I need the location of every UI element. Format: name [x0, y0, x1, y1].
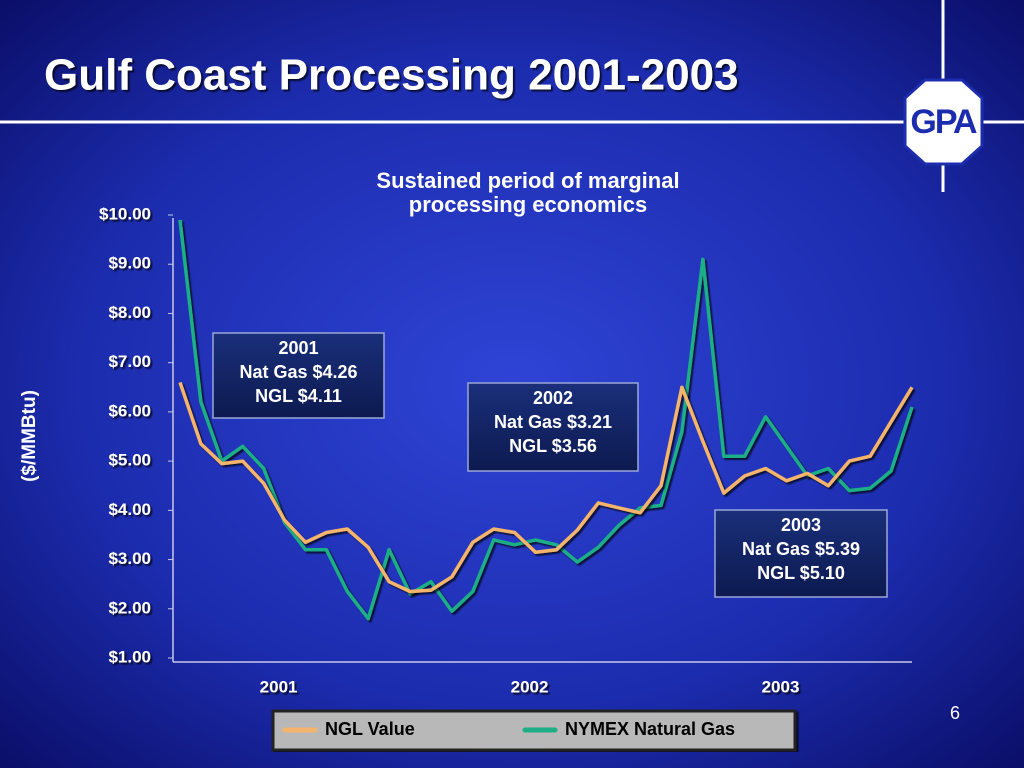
series-line [178, 381, 914, 594]
annotation-text: NGL $3.56 [509, 436, 597, 456]
page-number: 6 [950, 703, 960, 723]
annotation-box [212, 332, 385, 419]
y-tick-label: $9.00 [108, 254, 151, 273]
annotation-text: 2001 [278, 338, 318, 358]
y-tick-label: $7.00 [108, 352, 151, 371]
legend-label: NGL Value [325, 719, 415, 739]
x-tick-label: 2003 [762, 677, 800, 696]
slide-title: Gulf Coast Processing 2001-2003 [44, 51, 739, 100]
annotation-text: Nat Gas $5.39 [742, 539, 860, 559]
y-tick-label: $6.00 [108, 401, 151, 420]
y-tick-label: $3.00 [108, 549, 151, 568]
y-tick-label: $5.00 [108, 451, 151, 470]
annotation-text: Nat Gas $3.21 [494, 412, 612, 432]
annotation-box [714, 509, 888, 598]
subtitle: Sustained period of marginal [376, 168, 679, 193]
annotation-text: NGL $4.11 [255, 386, 342, 406]
y-tick-label: $1.00 [108, 647, 151, 666]
subtitle: processing economics [409, 192, 647, 217]
legend-label: NYMEX Natural Gas [565, 719, 735, 739]
annotation-text: Nat Gas $4.26 [239, 362, 357, 382]
annotation-text: 2003 [781, 515, 821, 535]
y-tick-label: $2.00 [108, 598, 151, 617]
y-tick-label: $4.00 [108, 500, 151, 519]
x-tick-label: 2002 [511, 677, 549, 696]
annotation-box [467, 382, 639, 472]
x-tick-label: 2001 [260, 677, 298, 696]
y-tick-label: $8.00 [108, 303, 151, 322]
logo-badge [903, 78, 984, 166]
series-line [178, 219, 914, 621]
annotation-text: 2002 [533, 388, 573, 408]
annotation-text: NGL $5.10 [757, 563, 845, 583]
logo-text: GPA [910, 103, 977, 141]
y-tick-label: $10.00 [99, 204, 151, 223]
y-axis-label: ($/MMBtu) [19, 390, 40, 482]
